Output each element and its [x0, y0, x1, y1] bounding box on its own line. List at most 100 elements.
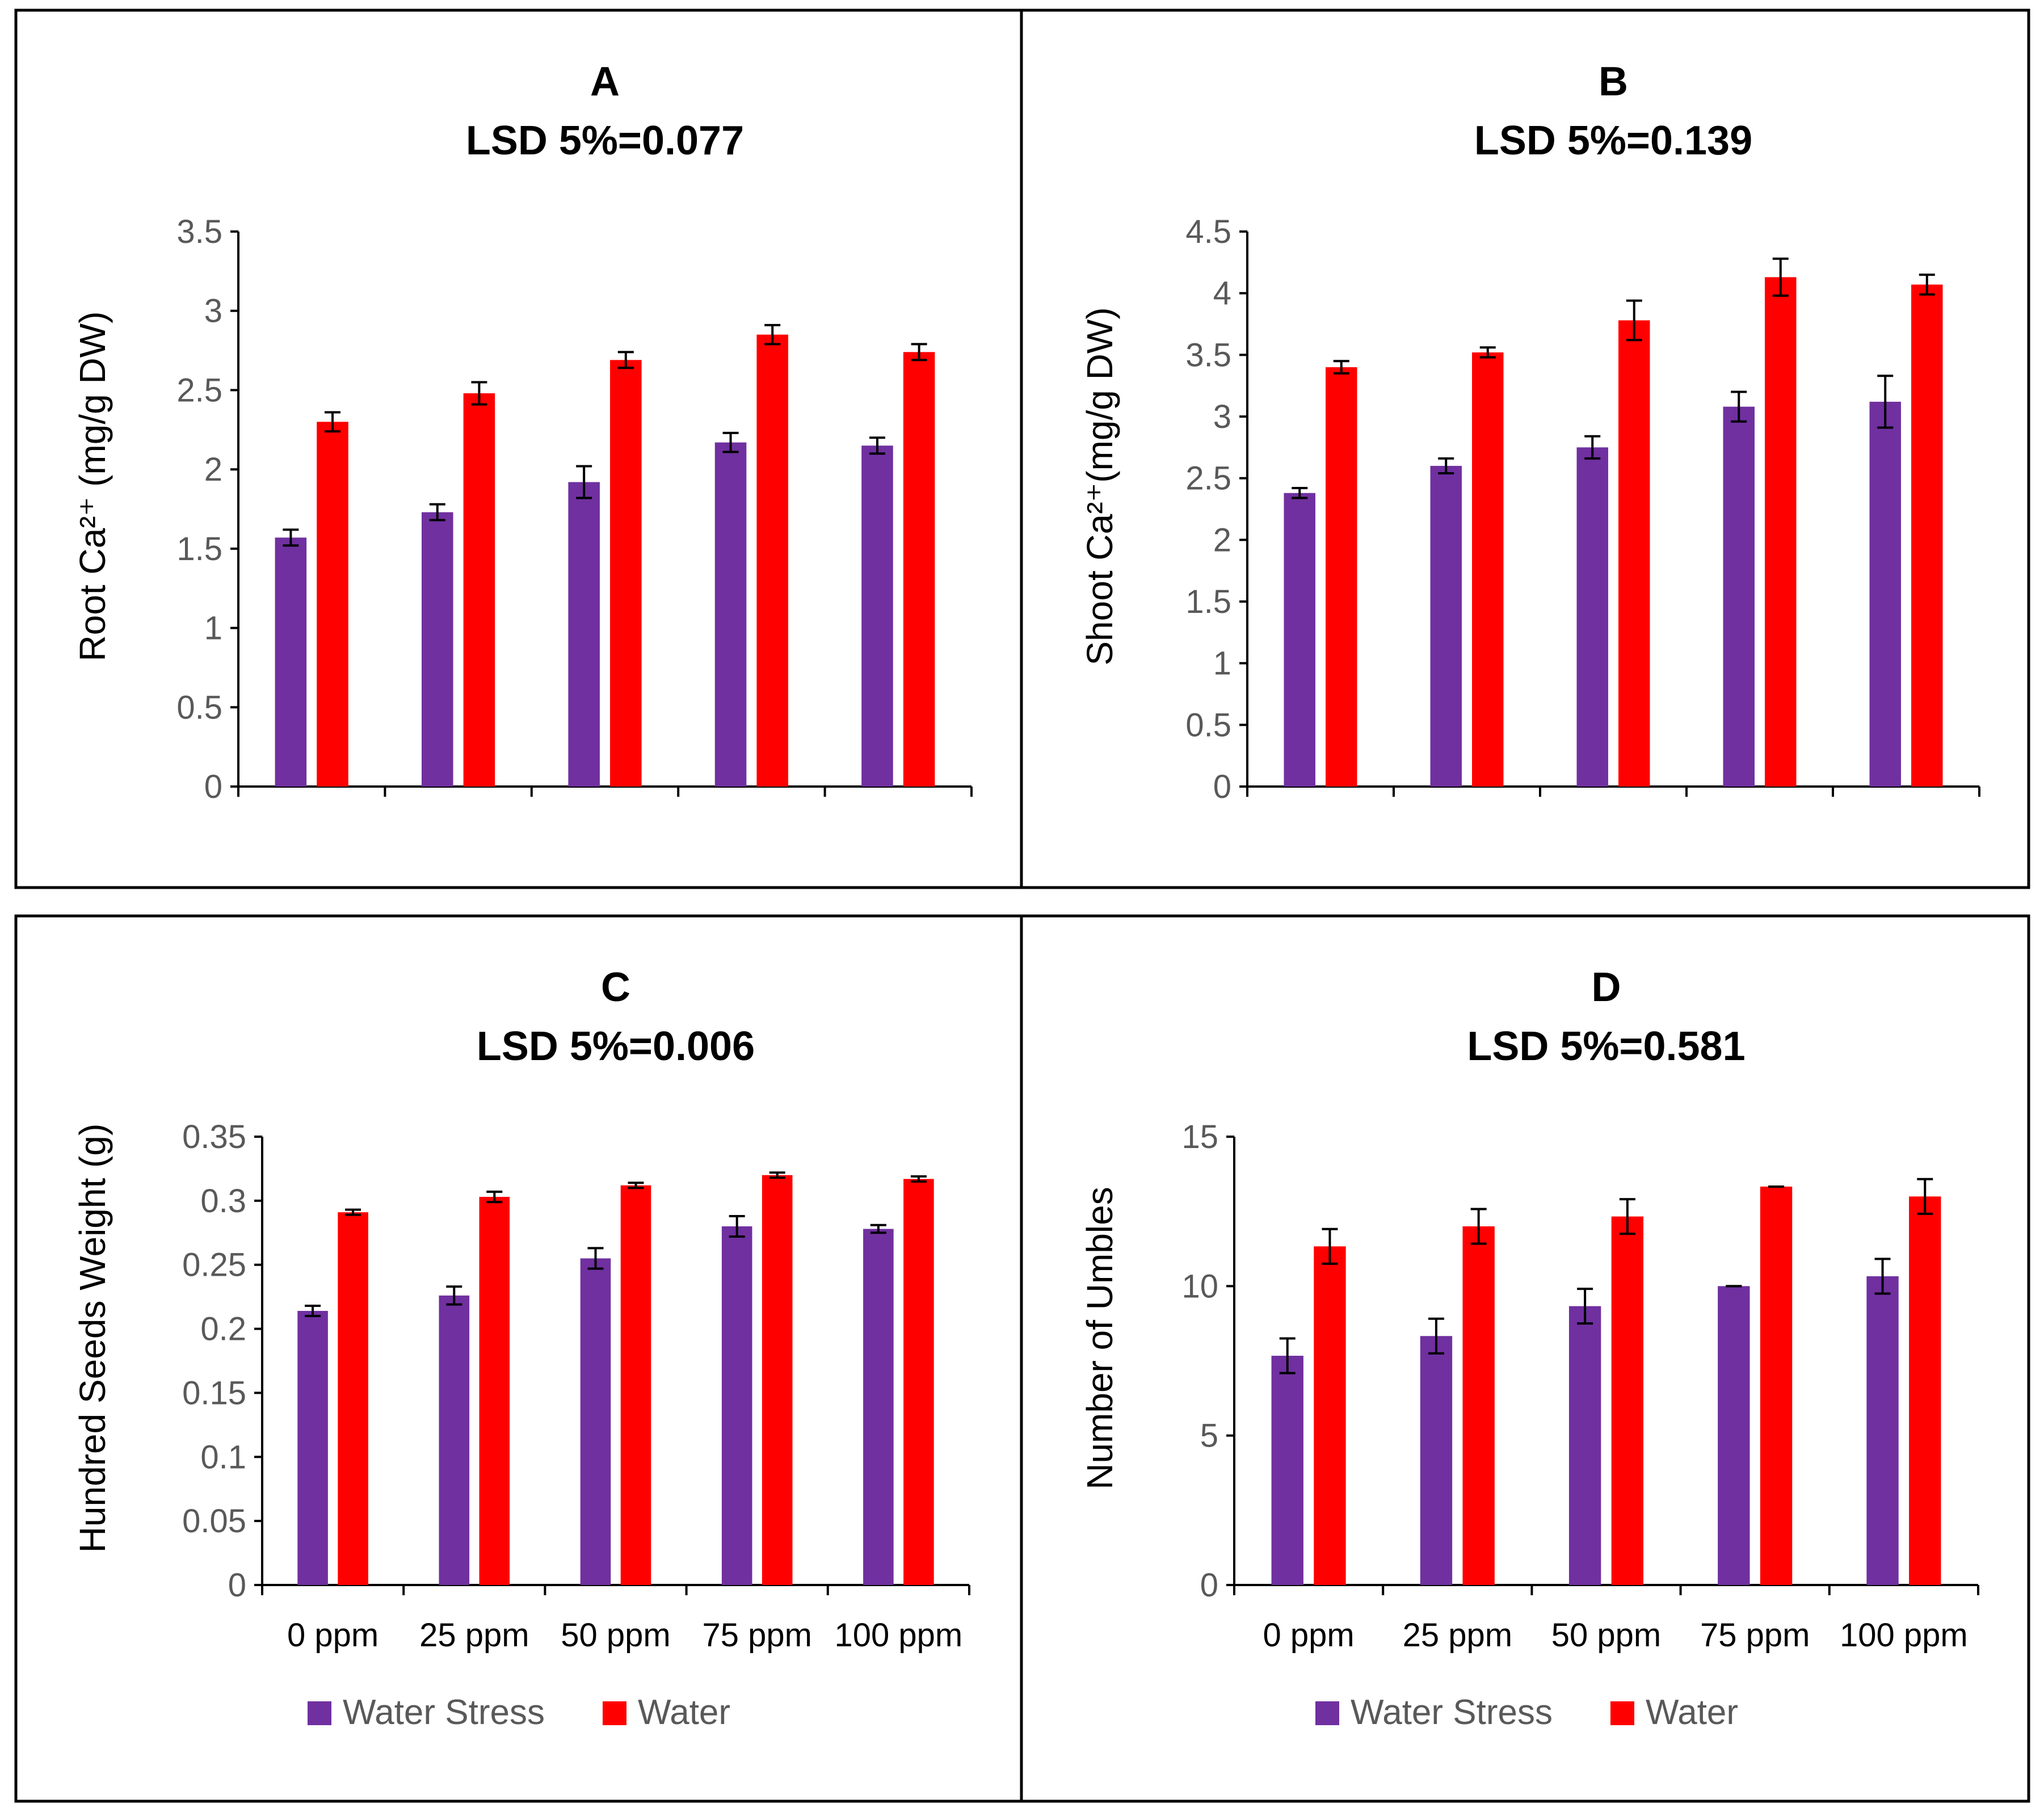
y-tick-label: 1: [204, 610, 222, 647]
x-category-label: 25 ppm: [1403, 1617, 1512, 1654]
bar-water: [1462, 1226, 1495, 1585]
legend-label-water-stress: Water Stress: [343, 1693, 545, 1732]
y-tick-label: 2: [204, 451, 222, 488]
y-tick-label: 2.5: [176, 372, 222, 409]
bar-water-stress: [1430, 465, 1462, 787]
bar-water: [338, 1212, 368, 1585]
legend-swatch-water-stress: [1315, 1701, 1339, 1725]
legend-swatch-water-stress: [308, 1701, 331, 1725]
bar-water-stress: [721, 1226, 752, 1585]
bar-water: [756, 334, 788, 787]
chart-subtitle: LSD 5%=0.581: [1467, 1024, 1745, 1069]
bar-water: [463, 393, 495, 787]
legend-swatch-water: [603, 1701, 626, 1725]
y-tick-label: 2.5: [1185, 460, 1231, 497]
bar-water: [620, 1185, 651, 1585]
y-tick-label: 0.25: [182, 1247, 246, 1284]
y-tick-label: 0.5: [1185, 707, 1231, 743]
y-tick-label: 1.5: [1185, 583, 1231, 620]
bar-water-stress: [1284, 493, 1315, 787]
y-tick-label: 0.1: [200, 1439, 246, 1475]
x-category-label: 50 ppm: [561, 1617, 670, 1654]
bar-water: [317, 422, 348, 787]
y-axis-label: Root Ca²⁺ (mg/g DW): [72, 312, 113, 662]
chart-subtitle: LSD 5%=0.006: [477, 1024, 755, 1069]
bar-water-stress: [1866, 1276, 1899, 1585]
x-category-label: 100 ppm: [835, 1617, 963, 1654]
y-axis-label: Shoot Ca²⁺(mg/g DW): [1079, 307, 1120, 665]
y-tick-label: 0: [1213, 768, 1231, 805]
y-tick-label: 0.05: [182, 1503, 246, 1540]
bar-water-stress: [1723, 406, 1755, 787]
y-tick-label: 0: [204, 768, 222, 805]
bar-water-stress: [1568, 1306, 1601, 1585]
bar-water: [1611, 1216, 1644, 1585]
bar-water: [1765, 277, 1797, 787]
chart-subtitle: LSD 5%=0.139: [1474, 118, 1752, 163]
chart-panel-c: C LSD 5%=0.006 0 0.05 0.1 0.15 0.2 0.25 0.3 0.35 H…: [14, 914, 1023, 1803]
bar-water-stress: [275, 537, 307, 787]
y-tick-label: 10: [1181, 1268, 1218, 1305]
y-axis-label: Number of Umbles: [1079, 1187, 1120, 1490]
bar-water: [610, 360, 642, 787]
legend-label-water: Water: [638, 1693, 730, 1732]
y-tick-label: 4.5: [1185, 213, 1231, 250]
y-tick-label: 15: [1181, 1119, 1218, 1155]
bar-water: [762, 1175, 793, 1585]
bar-water: [903, 1179, 934, 1585]
y-tick-label: 0.15: [182, 1374, 246, 1411]
legend-label-water: Water: [1646, 1693, 1738, 1732]
chart-panel-a: A LSD 5%=0.077 0 0.5 1 1.5 2 2.5 3 3.5 Root Ca²⁺ (…: [14, 9, 1023, 889]
bar-water-stress: [714, 442, 747, 787]
y-tick-label: 2: [1213, 522, 1231, 558]
x-category-label: 50 ppm: [1551, 1617, 1661, 1654]
y-axis-label: Hundred Seeds Weight (g): [72, 1124, 113, 1553]
bar-water: [1326, 367, 1357, 787]
bar-water-stress: [1420, 1336, 1453, 1585]
chart-title: C: [601, 965, 630, 1010]
bar-water-stress: [1271, 1356, 1303, 1585]
y-tick-label: 3: [1213, 398, 1231, 435]
bar-water-stress: [422, 512, 453, 787]
x-category-label: 0 ppm: [1263, 1617, 1354, 1654]
bar-water: [903, 352, 935, 787]
y-tick-label: 0.35: [182, 1119, 246, 1155]
bar-water: [479, 1197, 510, 1585]
x-category-label: 75 ppm: [1700, 1617, 1810, 1654]
y-tick-label: 3.5: [1185, 337, 1231, 373]
bar-water-stress: [1869, 401, 1901, 787]
bar-water-stress: [1718, 1286, 1750, 1585]
y-tick-label: 0.5: [176, 689, 222, 726]
panel-frame: [1020, 9, 2030, 889]
chart-panel-b: B LSD 5%=0.139 0 0.5 1 1.5 2 2.5 3 3.5 4 4.5 Shoot C…: [1020, 9, 2030, 889]
bar-water: [1911, 284, 1943, 787]
chart-title: A: [590, 59, 620, 104]
bar-water-stress: [297, 1310, 328, 1585]
y-tick-label: 1.5: [176, 531, 222, 567]
x-category-label: 75 ppm: [702, 1617, 811, 1654]
bar-water-stress: [863, 1229, 894, 1585]
chart-title: D: [1592, 965, 1621, 1010]
y-tick-label: 0: [1200, 1567, 1218, 1604]
y-tick-label: 3: [204, 293, 222, 330]
bar-water: [1618, 320, 1650, 787]
legend-label-water-stress: Water Stress: [1351, 1693, 1553, 1732]
bar-water-stress: [1576, 447, 1608, 787]
y-tick-label: 0: [228, 1567, 246, 1604]
bar-water-stress: [439, 1295, 470, 1585]
bar-water: [1314, 1246, 1346, 1585]
chart-subtitle: LSD 5%=0.077: [466, 118, 744, 163]
y-tick-label: 1: [1213, 645, 1231, 682]
bar-water: [1760, 1186, 1793, 1585]
y-tick-label: 5: [1200, 1418, 1218, 1454]
y-tick-label: 0.2: [200, 1311, 246, 1348]
bar-water: [1909, 1196, 1941, 1585]
y-tick-label: 3.5: [176, 213, 222, 250]
y-tick-label: 4: [1213, 275, 1231, 312]
y-tick-label: 0.3: [200, 1183, 246, 1220]
x-category-label: 100 ppm: [1840, 1617, 1968, 1654]
x-category-label: 0 ppm: [287, 1617, 378, 1654]
legend-swatch-water: [1610, 1701, 1634, 1725]
x-category-label: 25 ppm: [419, 1617, 529, 1654]
